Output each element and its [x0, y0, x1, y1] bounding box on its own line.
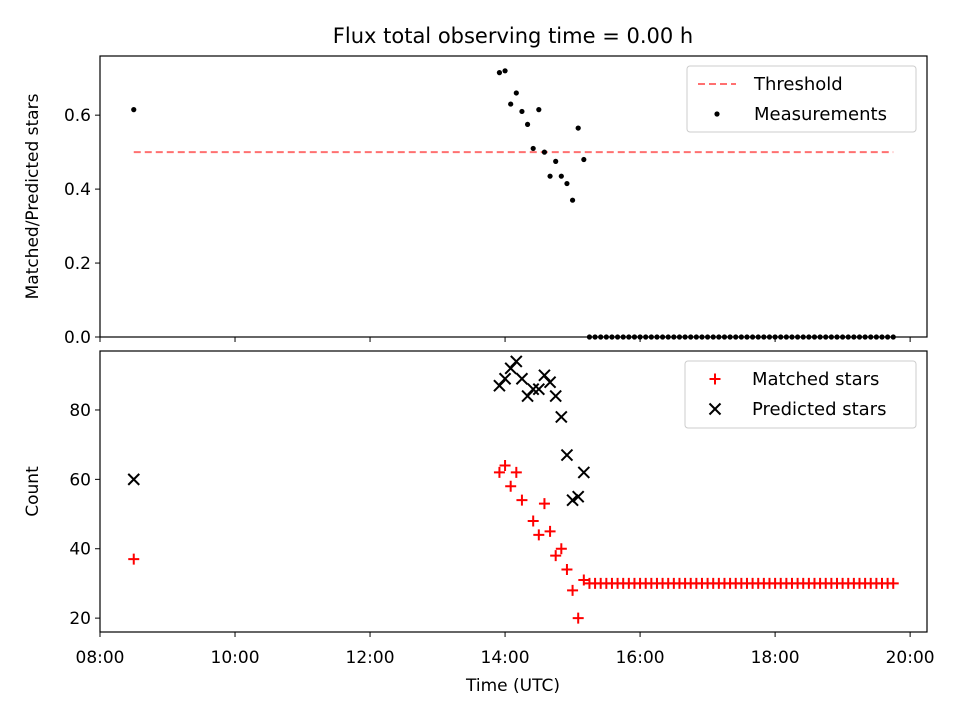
predicted-point	[566, 493, 579, 507]
measurement-point	[553, 158, 559, 164]
y-tick-label: 40	[69, 540, 91, 560]
predicted-point	[127, 473, 140, 486]
predicted-point	[577, 466, 591, 479]
matched-point	[567, 584, 579, 596]
measurement-point	[513, 90, 519, 96]
measurement-point	[524, 121, 531, 128]
matched-point	[533, 529, 545, 541]
bottom-panel: 20 40 60 80 08:00 10:00 12:00 14:00 16:00 18:00 20…	[23, 350, 935, 668]
measurement-point	[530, 145, 536, 152]
matched-point	[510, 466, 522, 478]
measurement-point	[581, 156, 587, 163]
matched-point	[505, 480, 517, 492]
y-tick-label: 0.6	[64, 106, 91, 126]
matched-point	[555, 543, 567, 555]
axes-frame	[99, 350, 928, 633]
x-tick-label: 10:00	[211, 648, 260, 668]
predicted-point	[571, 490, 585, 503]
y-tick-label: 20	[69, 609, 91, 629]
legend-box	[684, 360, 917, 429]
measurement-point	[508, 101, 514, 107]
predicted-point	[510, 355, 523, 368]
legend: Matched stars Predicted stars	[684, 360, 917, 429]
predicted-point	[555, 410, 568, 424]
x-tick-label: 08:00	[76, 648, 125, 668]
matched-point	[561, 564, 573, 576]
legend-label: Predicted stars	[752, 399, 886, 420]
legend: Threshold Measurements	[686, 65, 917, 133]
legend-marker	[714, 111, 720, 117]
matched-point	[550, 550, 562, 562]
measurement-point	[536, 107, 542, 113]
legend-label: Matched stars	[752, 369, 879, 390]
y-axis-label: Matched/Predicted stars	[23, 93, 43, 299]
matched-point	[578, 574, 590, 586]
matched-point	[493, 466, 505, 478]
legend-label: Threshold	[753, 74, 843, 95]
predicted-point	[515, 372, 529, 385]
matched-point	[128, 553, 140, 565]
x-tick-label: 20:00	[886, 648, 935, 668]
y-tick-label: 0.0	[64, 328, 91, 348]
predicted-point	[532, 382, 546, 396]
legend-marker	[709, 373, 721, 385]
measurement-point	[575, 125, 581, 131]
matched-point	[516, 494, 528, 506]
predicted-point	[526, 382, 540, 396]
series-matched-stars	[128, 459, 899, 624]
measurement-point	[569, 197, 576, 203]
x-tick-label: 14:00	[481, 648, 530, 668]
measurement-point	[547, 173, 553, 179]
measurement-point	[502, 68, 508, 74]
matched-point	[499, 459, 511, 471]
matched-point	[572, 612, 584, 624]
legend-marker	[708, 402, 722, 416]
measurement-point	[541, 149, 548, 155]
matched-point	[527, 515, 539, 527]
chart-title: Flux total observing time = 0.00 h	[333, 24, 693, 48]
x-tick-label: 16:00	[616, 648, 665, 668]
matched-point	[538, 498, 550, 510]
x-axis-label: Time (UTC)	[465, 676, 560, 696]
matched-point	[544, 525, 556, 537]
measurement-point	[131, 107, 137, 113]
y-axis-label: Count	[23, 466, 43, 517]
series-predicted-stars	[127, 355, 591, 507]
predicted-point	[549, 389, 562, 403]
legend-box	[686, 65, 917, 133]
measurement-point	[496, 70, 503, 76]
y-tick-label: 0.2	[64, 254, 91, 274]
x-tick-label: 12:00	[346, 648, 395, 668]
measurement-point	[564, 180, 570, 187]
axes-frame	[99, 55, 928, 338]
x-tick-label: 18:00	[751, 648, 800, 668]
matched-point	[887, 577, 899, 589]
y-tick-label: 0.4	[64, 180, 91, 200]
predicted-point	[498, 372, 512, 385]
measurement-point	[558, 173, 564, 179]
legend-label: Measurements	[754, 104, 887, 125]
measurement-point	[519, 108, 525, 115]
predicted-point	[560, 448, 574, 462]
y-tick-label: 60	[69, 470, 91, 490]
predicted-point	[543, 376, 557, 389]
y-tick-label: 80	[69, 401, 91, 421]
top-panel: 0.0 0.2 0.4 0.6 Matched/Predicted stars Thres…	[23, 55, 928, 348]
